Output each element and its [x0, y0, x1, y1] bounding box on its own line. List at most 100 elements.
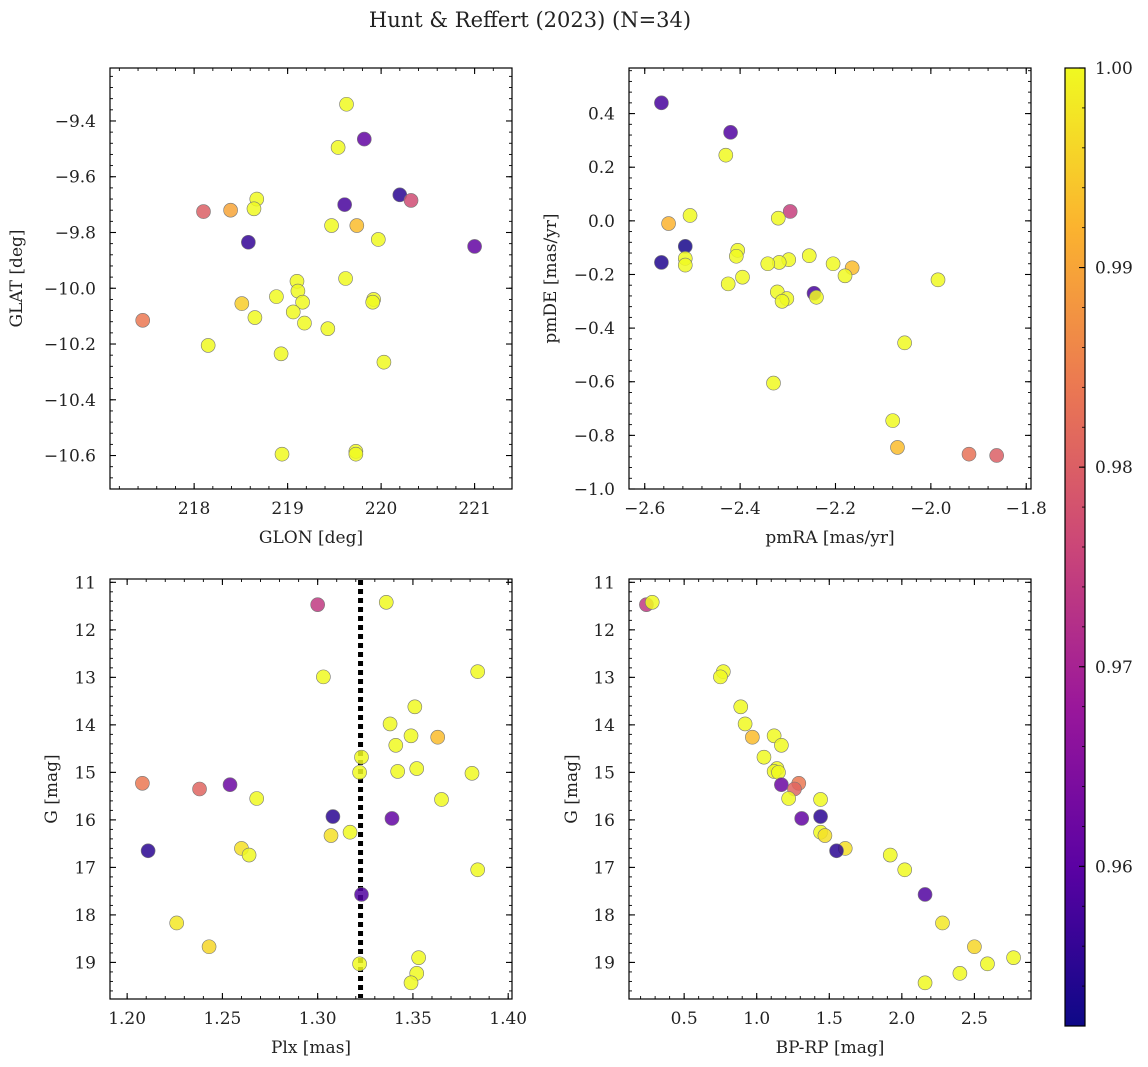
- x-tick-label: 1.25: [203, 1009, 241, 1029]
- scatter-point: [388, 737, 404, 753]
- y-tick-label: 15: [593, 763, 615, 783]
- colorbar: 0.96 0.97 0.98 0.99 1.00: [1064, 59, 1133, 1027]
- scatter-point: [882, 847, 898, 863]
- y-tick-label: 15: [74, 763, 96, 783]
- scatter-point: [349, 218, 365, 233]
- scatter-point: [1006, 950, 1021, 965]
- scatter-point: [980, 956, 995, 972]
- x-tick-label: 221: [458, 499, 490, 519]
- scatter-point: [330, 140, 346, 155]
- colorbar-tick-label: 0.99: [1095, 259, 1133, 279]
- scatter-point: [249, 791, 265, 806]
- y-tick-label: −9.6: [55, 168, 96, 188]
- y-tick-label: 17: [74, 858, 96, 878]
- y-tick-label: −0.4: [574, 319, 615, 339]
- scatter-point: [467, 239, 482, 254]
- scatter-point: [297, 315, 312, 331]
- scatter-point: [897, 335, 912, 351]
- scatter-point: [961, 446, 977, 462]
- scatter-point: [661, 216, 676, 231]
- figure-title: Hunt & Reffert (2023) (N=34): [369, 8, 691, 32]
- y-axis-label: G [mag]: [42, 754, 62, 823]
- scatter-point: [897, 862, 913, 878]
- scatter-point: [837, 268, 853, 284]
- scatter-point: [196, 204, 211, 219]
- x-tick-label: −1.8: [1006, 499, 1047, 519]
- scatter-point: [677, 257, 693, 273]
- scatter-point: [356, 131, 372, 147]
- y-axis-label: G [mag]: [562, 754, 582, 823]
- scatter-point: [295, 294, 310, 310]
- scatter-point: [774, 293, 790, 309]
- x-tick-label: −2.4: [719, 499, 760, 519]
- scatter-point: [774, 777, 789, 793]
- scatter-point: [140, 843, 156, 859]
- scatter-point: [737, 716, 753, 732]
- scatter-point: [930, 272, 946, 288]
- scatter-point: [222, 777, 238, 793]
- x-tick-label: 1.30: [299, 1009, 337, 1029]
- scatter-point: [733, 699, 749, 715]
- scatter-point: [324, 218, 339, 233]
- colorbar-tick-label: 0.98: [1095, 458, 1133, 478]
- scatter-point: [728, 248, 744, 264]
- y-tick-label: −10.2: [44, 335, 96, 355]
- scatter-point: [682, 208, 698, 223]
- y-tick-label: 12: [593, 621, 615, 641]
- colorbar-tick-label: 0.97: [1095, 658, 1133, 678]
- scatter-point: [241, 847, 257, 863]
- scatter-point: [654, 95, 669, 111]
- scatter-point: [890, 440, 905, 455]
- scatter-point: [352, 765, 367, 780]
- scatter-point: [885, 413, 901, 428]
- scatter-point: [745, 729, 760, 745]
- x-tick-label: 1.40: [489, 1009, 527, 1029]
- y-tick-label: 16: [74, 811, 96, 831]
- y-tick-label: −10.0: [44, 279, 96, 299]
- axes-frame: [109, 67, 513, 490]
- scatter-point: [774, 737, 789, 753]
- x-axis-label: GLON [deg]: [259, 528, 363, 548]
- colorbar-tick-label: 0.96: [1095, 857, 1133, 877]
- scatter-point: [384, 811, 400, 826]
- scatter-point: [825, 256, 841, 272]
- scatter-point: [200, 338, 216, 353]
- scatter-point: [409, 761, 425, 776]
- scatter-point: [771, 765, 786, 780]
- x-axis-label: pmRA [mas/yr]: [765, 528, 894, 548]
- y-tick-label: −10.4: [44, 391, 96, 411]
- y-tick-label: 0.2: [588, 158, 615, 178]
- scatter-point: [365, 294, 381, 310]
- scatter-point: [378, 594, 394, 610]
- y-tick-label: 18: [74, 906, 96, 926]
- scatter-point: [169, 915, 184, 931]
- scatter-point: [654, 255, 669, 270]
- x-axis-label: BP-RP [mag]: [776, 1038, 885, 1058]
- y-tick-label: 16: [593, 811, 615, 831]
- panel-color-magnitude: 0.5 1.0 1.5 2.0 2.5 11 12 13 14 15 16 17 18 19 BP-RP […: [562, 573, 1032, 1058]
- scatter-point: [403, 193, 419, 208]
- x-tick-label: 2.5: [961, 1009, 988, 1029]
- scatter-point: [718, 147, 734, 163]
- y-tick-label: 19: [593, 953, 615, 973]
- x-tick-label: −2.6: [624, 499, 665, 519]
- x-tick-label: 1.5: [816, 1009, 843, 1029]
- scatter-point: [411, 950, 426, 965]
- scatter-point: [403, 728, 419, 744]
- scatter-point: [470, 664, 486, 679]
- scatter-point: [434, 792, 449, 807]
- x-tick-label: 219: [271, 499, 303, 519]
- scatter-point: [223, 202, 238, 218]
- x-axis-label: Plx [mas]: [271, 1038, 351, 1058]
- scatter-point: [917, 887, 933, 902]
- scatter-point: [829, 843, 844, 859]
- y-tick-label: −9.8: [55, 223, 96, 243]
- scatter-point: [352, 956, 367, 972]
- scatter-point: [376, 354, 392, 370]
- scatter-point: [246, 201, 262, 217]
- y-tick-label: 11: [74, 573, 96, 593]
- axes-frame: [628, 578, 1032, 1000]
- scatter-point: [813, 792, 828, 807]
- y-tick-label: 12: [74, 621, 96, 641]
- y-axis-label: GLAT [deg]: [7, 229, 27, 327]
